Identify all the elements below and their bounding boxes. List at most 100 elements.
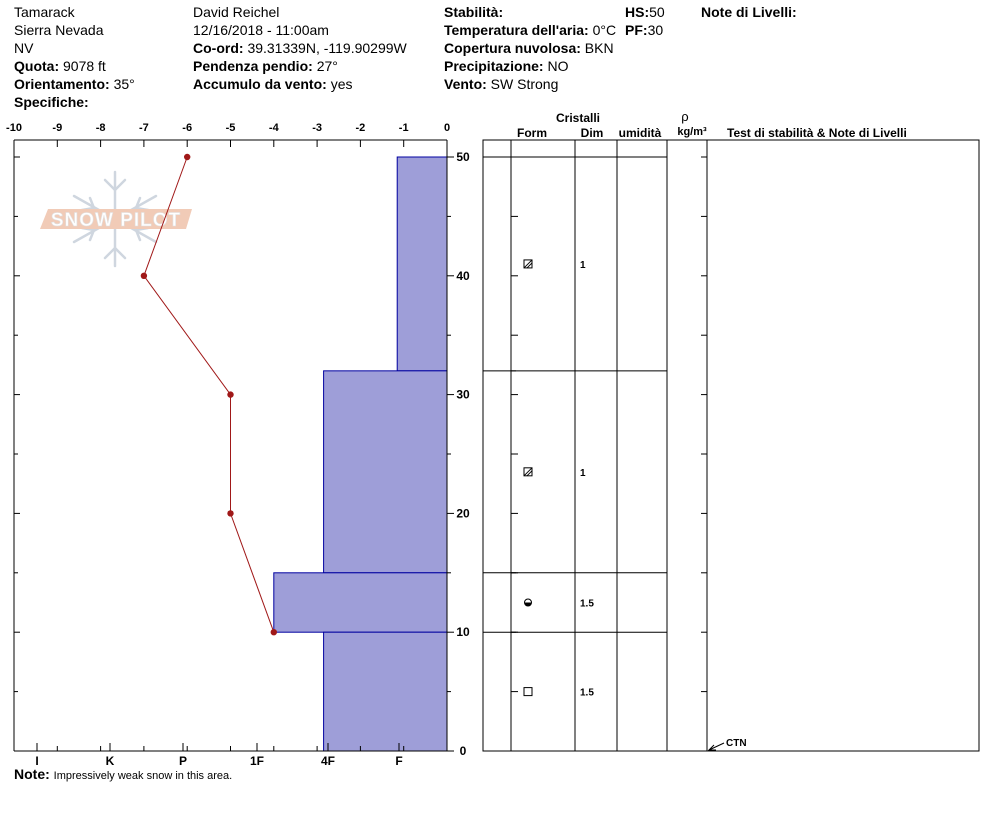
header-rho: ρ [681, 109, 688, 124]
layer-dim-3: 1.5 [580, 688, 594, 699]
hardness-tick-label: 1F [250, 754, 264, 768]
faceted-rounded-icon [523, 259, 533, 269]
temperature-profile [140, 153, 277, 636]
temp-tick-label: -9 [52, 122, 62, 134]
pf-value: 30 [647, 22, 664, 38]
stability-label: Stabilità: [444, 4, 504, 20]
coord-value: 39.31339N, -119.90299W [247, 40, 407, 56]
header-crystals: Cristalli [556, 111, 600, 125]
pf-label: PF: [625, 22, 648, 38]
faceted-rounded-icon [523, 467, 533, 477]
elevation: Quota: 9078 ft [14, 58, 106, 74]
header-form: Form [517, 126, 547, 140]
hardness-bar-0 [396, 156, 448, 372]
diagonal-shape [523, 467, 533, 477]
note-text: Impressively weak snow in this area. [53, 770, 233, 782]
layer-notes-label: Note di Livelli: [701, 4, 797, 20]
precipitation: Precipitazione: NO [444, 58, 568, 74]
hardness-bar-1 [323, 370, 448, 574]
hardness-tick-label: F [395, 754, 402, 768]
temperature-point-1 [140, 272, 148, 279]
arrow-icon [707, 744, 716, 751]
table-frame [482, 139, 980, 752]
temperature-point-2 [227, 391, 234, 398]
note: Note: Impressively weak snow in this are… [14, 766, 232, 784]
square-shape [523, 259, 533, 269]
height-tick-label: 30 [456, 388, 470, 402]
coordinates: Co-ord: 39.31339N, -119.90299W [193, 40, 407, 56]
temp-tick-label: -2 [356, 122, 366, 134]
faceted-crystal-icon [523, 687, 533, 697]
test-result-label: CTN [726, 738, 747, 749]
temperature-point-4 [270, 629, 277, 636]
wind: Vento: SW Strong [444, 76, 558, 92]
air-temp: Temperatura dell'aria: 0°C [444, 22, 616, 38]
coord-label: Co-ord: [193, 40, 244, 56]
height-tick-label: 50 [456, 150, 470, 164]
temp-tick-label: -6 [182, 122, 192, 134]
hardness-bar-3 [323, 631, 448, 752]
precip-label: Precipitazione: [444, 58, 544, 74]
cloud-value: BKN [584, 40, 614, 56]
half-fill-shape [524, 602, 532, 607]
aspect: Orientamento: 35° [14, 76, 135, 92]
chart-axes [13, 139, 454, 752]
slope: Pendenza pendio: 27° [193, 58, 338, 74]
precip-value: NO [547, 58, 569, 74]
hs-label: HS: [625, 4, 650, 20]
layer-table [482, 139, 980, 752]
temp-tick-label: -4 [269, 122, 280, 134]
temperature-point-3 [227, 510, 234, 517]
air-temp-value: 0°C [592, 22, 617, 38]
hardness-bars [273, 156, 448, 752]
wind-load-label: Accumulo da vento: [193, 76, 327, 92]
temperature-point-0 [184, 153, 191, 161]
test-result-pointer [708, 742, 725, 751]
datetime: 12/16/2018 - 11:00am [193, 22, 329, 38]
diagonal-shape [523, 259, 533, 269]
slope-value: 27° [316, 58, 338, 74]
air-temp-label: Temperatura dell'aria: [444, 22, 589, 38]
layer-dim-2: 1.5 [580, 599, 594, 610]
header-density-unit: kg/m³ [677, 126, 707, 138]
temp-tick-label: -7 [139, 122, 149, 134]
temp-tick-label: -8 [96, 122, 106, 134]
wind-load-value: yes [330, 76, 353, 92]
layer-table-rows: 1 1 1.5 1.5 CTN [483, 156, 747, 752]
diagonal-shape [526, 262, 533, 269]
observer: David Reichel [193, 4, 280, 20]
range: Sierra Nevada [14, 22, 104, 38]
snow-height: HS:50 [625, 4, 665, 20]
layer-dim-0: 1 [580, 260, 586, 271]
temp-tick-label: -5 [226, 122, 236, 134]
elevation-value: 9078 ft [63, 58, 106, 74]
temp-tick-label: -10 [6, 122, 22, 134]
aspect-label: Orientamento: [14, 76, 110, 92]
logo-text: SNOW PILOT [51, 210, 181, 231]
header-humidity: umidità [619, 126, 662, 140]
wind-value: SW Strong [490, 76, 559, 92]
height-tick-label: 10 [456, 625, 470, 639]
logo-banner [40, 209, 192, 229]
slope-label: Pendenza pendio: [193, 58, 313, 74]
state: NV [14, 40, 34, 56]
hs-value: 50 [649, 4, 665, 20]
height-tick-label: 0 [460, 744, 467, 758]
wind-label: Vento: [444, 76, 487, 92]
foot-penetration: PF:30 [625, 22, 663, 38]
height-tick-label: 20 [456, 506, 470, 520]
diagonal-shape [526, 470, 533, 477]
temp-tick-label: -1 [399, 122, 409, 134]
layer-dim-1: 1 [580, 468, 586, 479]
note-label: Note: [14, 766, 50, 782]
hardness-tick-label: P [179, 754, 187, 768]
cloud-cover: Copertura nuvolosa: BKN [444, 40, 614, 56]
specifics-label: Specifiche: [14, 94, 89, 110]
location: Tamarack [14, 4, 75, 20]
height-tick-label: 40 [456, 269, 470, 283]
hardness-tick-label: I [35, 754, 38, 768]
elevation-label: Quota: [14, 58, 60, 74]
square-shape [523, 467, 533, 477]
